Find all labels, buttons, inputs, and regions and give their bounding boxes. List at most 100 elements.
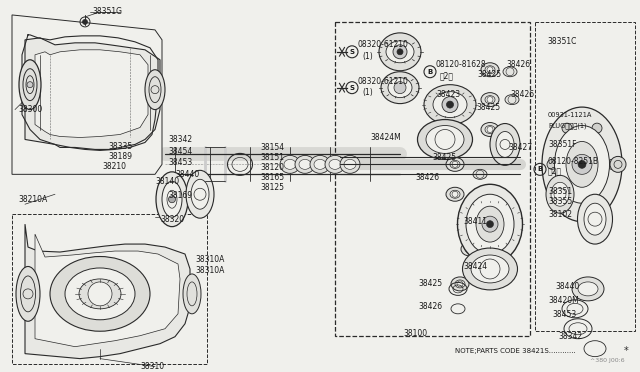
Ellipse shape bbox=[183, 274, 201, 314]
Ellipse shape bbox=[490, 124, 520, 166]
Text: B: B bbox=[538, 166, 543, 172]
Text: 38210: 38210 bbox=[102, 162, 126, 171]
Text: 38310A: 38310A bbox=[195, 266, 225, 275]
Text: 38424M: 38424M bbox=[370, 133, 401, 142]
Text: 38411: 38411 bbox=[463, 217, 487, 226]
Text: 38189: 38189 bbox=[108, 152, 132, 161]
Text: 38426: 38426 bbox=[418, 302, 442, 311]
Ellipse shape bbox=[577, 194, 612, 244]
Ellipse shape bbox=[79, 279, 121, 309]
Ellipse shape bbox=[505, 94, 519, 105]
Ellipse shape bbox=[162, 181, 182, 217]
Text: 38425: 38425 bbox=[432, 153, 456, 162]
Text: 08320-61210: 08320-61210 bbox=[358, 77, 409, 86]
Text: 38120: 38120 bbox=[260, 163, 284, 172]
Text: 38355: 38355 bbox=[548, 197, 572, 206]
Circle shape bbox=[447, 101, 454, 108]
Ellipse shape bbox=[485, 125, 495, 134]
Text: 38342: 38342 bbox=[168, 135, 192, 144]
Text: 38351: 38351 bbox=[548, 187, 572, 196]
Ellipse shape bbox=[481, 122, 499, 137]
Ellipse shape bbox=[455, 280, 465, 288]
Text: 38169: 38169 bbox=[168, 191, 192, 200]
Text: 38454: 38454 bbox=[168, 147, 192, 156]
Circle shape bbox=[592, 123, 602, 133]
Ellipse shape bbox=[325, 155, 345, 173]
Circle shape bbox=[562, 196, 572, 206]
Circle shape bbox=[394, 82, 406, 94]
Ellipse shape bbox=[284, 159, 296, 169]
Ellipse shape bbox=[417, 119, 472, 159]
Circle shape bbox=[547, 159, 557, 169]
Ellipse shape bbox=[433, 92, 467, 118]
Text: 38420M: 38420M bbox=[548, 296, 579, 305]
Text: 38351G: 38351G bbox=[92, 7, 122, 16]
Ellipse shape bbox=[496, 131, 514, 157]
Ellipse shape bbox=[542, 107, 622, 222]
Circle shape bbox=[88, 282, 112, 306]
Polygon shape bbox=[25, 38, 160, 150]
Text: PLUGプラグ(1): PLUGプラグ(1) bbox=[548, 122, 587, 129]
Ellipse shape bbox=[446, 157, 464, 171]
Text: 38440: 38440 bbox=[555, 282, 579, 291]
Circle shape bbox=[393, 45, 407, 59]
Text: 08120-81628: 08120-81628 bbox=[436, 60, 486, 69]
Ellipse shape bbox=[379, 33, 421, 71]
Text: 38210A: 38210A bbox=[18, 195, 47, 204]
Ellipse shape bbox=[476, 206, 504, 242]
Ellipse shape bbox=[471, 255, 509, 283]
Text: 08120-8251B: 08120-8251B bbox=[548, 157, 599, 166]
Text: 38102: 38102 bbox=[548, 210, 572, 219]
Ellipse shape bbox=[485, 96, 495, 104]
Circle shape bbox=[168, 196, 175, 203]
Text: 38424: 38424 bbox=[463, 263, 487, 272]
Ellipse shape bbox=[481, 63, 499, 77]
Circle shape bbox=[397, 49, 403, 55]
Circle shape bbox=[27, 82, 33, 88]
Ellipse shape bbox=[572, 277, 604, 301]
Text: S: S bbox=[349, 85, 355, 91]
Text: (1): (1) bbox=[362, 88, 372, 97]
Text: B: B bbox=[428, 69, 433, 75]
Ellipse shape bbox=[450, 190, 460, 198]
Text: 38351F: 38351F bbox=[548, 140, 577, 149]
Ellipse shape bbox=[578, 282, 598, 296]
Text: 38423: 38423 bbox=[436, 90, 460, 99]
Text: *: * bbox=[624, 346, 628, 356]
Circle shape bbox=[578, 160, 586, 169]
Ellipse shape bbox=[156, 172, 188, 227]
Circle shape bbox=[572, 154, 592, 174]
Ellipse shape bbox=[473, 169, 487, 179]
Text: ^380 J00:6: ^380 J00:6 bbox=[590, 358, 625, 363]
Text: 38310A: 38310A bbox=[195, 254, 225, 263]
Polygon shape bbox=[35, 234, 180, 347]
Text: 38320: 38320 bbox=[160, 215, 184, 224]
Ellipse shape bbox=[554, 125, 609, 203]
Text: 38310: 38310 bbox=[140, 362, 164, 371]
Text: 。2〃: 。2〃 bbox=[548, 167, 562, 176]
Ellipse shape bbox=[584, 203, 606, 235]
Text: 38165: 38165 bbox=[260, 173, 284, 182]
Ellipse shape bbox=[458, 184, 522, 264]
Ellipse shape bbox=[16, 266, 40, 321]
Ellipse shape bbox=[344, 159, 356, 169]
Ellipse shape bbox=[551, 182, 569, 206]
Ellipse shape bbox=[485, 66, 495, 74]
Ellipse shape bbox=[280, 155, 300, 173]
Text: 38151: 38151 bbox=[260, 153, 284, 162]
Ellipse shape bbox=[145, 70, 165, 110]
Ellipse shape bbox=[186, 170, 214, 218]
Polygon shape bbox=[25, 224, 190, 359]
Text: 38140: 38140 bbox=[155, 177, 179, 186]
Text: (1): (1) bbox=[362, 52, 372, 61]
Ellipse shape bbox=[546, 175, 574, 213]
Text: 38453: 38453 bbox=[168, 158, 192, 167]
Text: 38427: 38427 bbox=[508, 143, 532, 152]
Bar bbox=[535, 22, 635, 331]
Text: 38351C: 38351C bbox=[547, 37, 577, 46]
Text: 。2〃: 。2〃 bbox=[440, 71, 454, 80]
Ellipse shape bbox=[446, 187, 464, 201]
Circle shape bbox=[592, 196, 602, 206]
Text: 38426: 38426 bbox=[506, 60, 530, 69]
Ellipse shape bbox=[19, 60, 41, 110]
